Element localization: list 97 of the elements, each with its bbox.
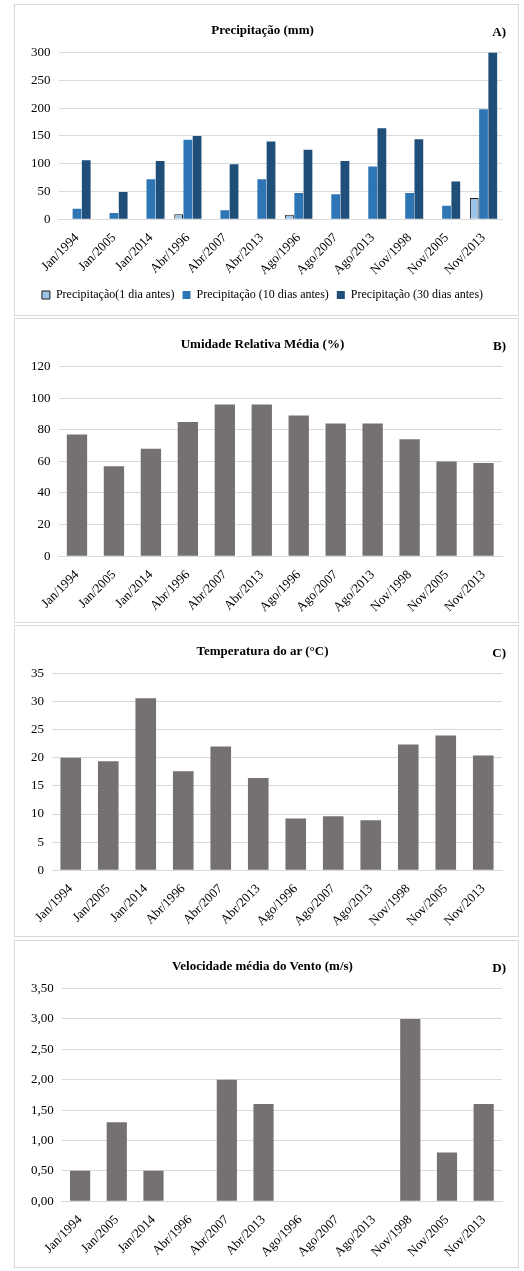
bar — [97, 761, 119, 870]
y-tick-label: 35 — [31, 665, 44, 681]
bar — [177, 421, 199, 556]
bar — [140, 448, 162, 556]
bar — [183, 139, 193, 219]
y-tick-label: 80 — [37, 421, 51, 437]
y-tick-label: 60 — [37, 452, 51, 468]
bar — [247, 778, 269, 870]
bar — [251, 404, 272, 556]
chart-title: Umidade Relativa Média (%) — [180, 336, 345, 352]
bar — [436, 461, 457, 556]
y-tick-label: 3,00 — [31, 1010, 54, 1026]
y-tick-label: 20 — [37, 516, 51, 532]
bar — [220, 210, 230, 219]
text: A) — [492, 24, 506, 40]
bar — [473, 462, 494, 556]
bar — [214, 404, 235, 556]
bar — [229, 164, 239, 219]
bar — [400, 1018, 421, 1201]
bar — [397, 744, 419, 870]
y-tick-label: 15 — [31, 777, 44, 793]
text: B) — [493, 338, 506, 354]
bar — [479, 109, 488, 219]
chart-title: Temperatura do ar (°C) — [196, 643, 329, 659]
bar — [362, 423, 383, 556]
bar — [368, 166, 378, 219]
y-tick-label: 50 — [37, 182, 51, 198]
chart-title: Velocidade média do Vento (m/s) — [172, 958, 353, 974]
y-tick-label: 5 — [37, 833, 44, 849]
y-tick-label: 150 — [31, 127, 51, 143]
y-tick-label: 20 — [31, 749, 44, 765]
bar — [360, 820, 382, 870]
legend-label: Precipitação (10 dias antes) — [196, 287, 329, 302]
bar — [488, 52, 498, 219]
y-tick-label: 2,50 — [31, 1040, 54, 1056]
bar — [405, 193, 414, 219]
y-tick-label: 3,50 — [31, 980, 54, 996]
bar — [155, 160, 165, 219]
bar — [340, 160, 350, 219]
bar — [106, 1122, 127, 1201]
legend-label: Precipitação(1 dia antes) — [55, 287, 175, 302]
bar — [442, 205, 451, 219]
y-tick-label: 1,50 — [31, 1101, 54, 1117]
bar — [135, 698, 157, 870]
text: C) — [492, 645, 506, 661]
bar — [72, 208, 82, 219]
bar — [210, 746, 232, 870]
bar — [294, 193, 304, 219]
y-tick-label: 0,00 — [31, 1192, 54, 1208]
bar — [70, 1170, 91, 1201]
bar — [257, 179, 267, 219]
bar — [172, 771, 194, 870]
bar — [377, 128, 387, 219]
y-tick-label: 250 — [31, 71, 51, 87]
bar — [192, 135, 202, 219]
bar — [288, 415, 309, 556]
chart-title: Precipitação (mm) — [211, 22, 314, 38]
bar — [66, 434, 88, 556]
bar — [143, 1170, 164, 1201]
bar — [60, 757, 82, 870]
y-tick-label: 30 — [31, 693, 44, 709]
bar — [303, 149, 313, 219]
bar — [435, 735, 457, 870]
y-tick-label: 300 — [31, 44, 51, 60]
bar — [266, 141, 276, 219]
bar — [146, 179, 156, 219]
bar — [322, 816, 344, 870]
y-tick-label: 40 — [37, 484, 51, 500]
y-tick-label: 1,00 — [31, 1131, 54, 1147]
y-tick-label: 120 — [31, 358, 51, 374]
bar — [472, 755, 494, 870]
y-tick-label: 100 — [31, 389, 51, 405]
y-tick-label: 0,50 — [31, 1162, 54, 1178]
y-tick-label: 100 — [31, 155, 51, 171]
legend-label: Precipitação (30 dias antes) — [350, 287, 484, 302]
bar — [473, 1104, 494, 1201]
y-tick-label: 10 — [31, 805, 44, 821]
y-tick-label: 0 — [44, 547, 51, 563]
y-tick-label: 25 — [31, 721, 44, 737]
bar — [436, 1152, 458, 1201]
bar — [81, 160, 91, 219]
bar — [399, 439, 420, 556]
bar — [285, 818, 307, 870]
y-tick-label: 200 — [31, 99, 51, 115]
bar — [331, 194, 341, 219]
y-tick-label: 0 — [44, 210, 51, 226]
bar — [451, 181, 461, 219]
y-tick-label: 0 — [37, 861, 44, 877]
bar — [103, 466, 125, 556]
bar — [414, 139, 424, 219]
y-tick-label: 2,00 — [31, 1071, 54, 1087]
bar — [253, 1104, 274, 1201]
bar — [118, 191, 128, 219]
text: D) — [492, 960, 506, 976]
bar — [325, 423, 346, 556]
bar — [216, 1079, 237, 1201]
bar — [109, 213, 119, 219]
